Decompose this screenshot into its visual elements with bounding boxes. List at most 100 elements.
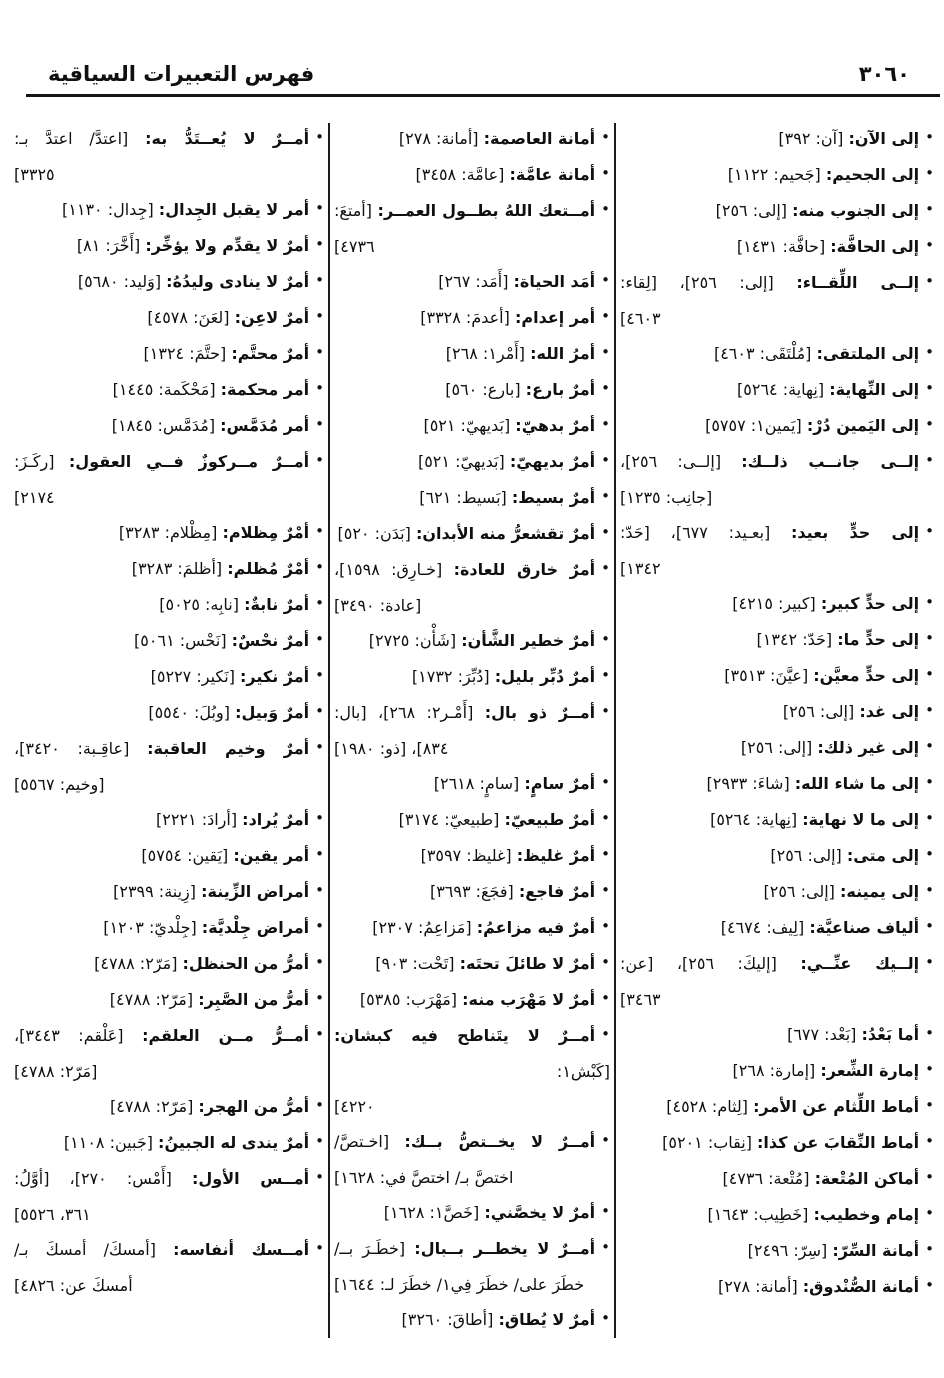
entry-line: • أمــسك أنفاسه: [أمسكَ/ أمسكَ بـ/ bbox=[14, 1232, 324, 1268]
entry-term: أمرٌ لا يقدِّم ولا يؤخِّر: bbox=[145, 236, 310, 255]
entry-term: أمــرٌ لا يتَناطح فيه كبشان: bbox=[334, 1026, 596, 1045]
entry-reference: [دُبِّرَ: ١٧٣٢] bbox=[411, 667, 490, 686]
entry-reference: [أمتعَ: bbox=[334, 201, 372, 220]
entry-reference: [غليظ: ٣٥٩٧] bbox=[420, 846, 512, 865]
entry-reference: [مَهْرَب: ٥٣٨٥] bbox=[359, 990, 458, 1009]
index-entry: • أمر محكمة: [مَحْكَمة: ١٤٤٥] bbox=[14, 372, 324, 408]
entry-term: إمارة الشِّعر: bbox=[820, 1061, 920, 1080]
bullet-icon: • bbox=[925, 737, 934, 755]
bullet-icon: • bbox=[925, 845, 934, 863]
bullet-icon: • bbox=[315, 809, 324, 827]
entry-line: • أمرٌ لا يخصَّني: [خَصَّ١: ١٦٢٨] bbox=[334, 1195, 610, 1231]
entry-line: • إلى الملتقى: [مُلْتَقَى: ٤٦٠٣] bbox=[620, 336, 934, 372]
entry-reference: [نَكير: ٥٢٢٧] bbox=[150, 667, 235, 686]
bullet-icon: • bbox=[315, 630, 324, 648]
bullet-icon: • bbox=[925, 1132, 934, 1150]
entry-reference-continuation: [وخيم: ٥٥٦٧] bbox=[14, 775, 105, 794]
entry-reference-continuation: [عادة: ٣٤٩٠] bbox=[334, 596, 422, 615]
entry-term: أمانة السِّرّ: bbox=[832, 1241, 920, 1260]
entry-line: • إلى الآن: [آن: ٣٩٢] bbox=[620, 121, 934, 157]
entry-line: • أمــرٌ لا يُعــتَدُّ به: [اعتدَّ/ اعتدَ… bbox=[14, 121, 324, 157]
index-entry: • إلى غير ذلك: [إلى: ٢٥٦] bbox=[620, 730, 934, 766]
entry-reference-continuation: أمسكَ عن: ٤٨٢٦] bbox=[14, 1276, 133, 1295]
index-entry: • أمرٌ خارق للعادة: [خـارِق: ١٥٩٨]، [عادة:… bbox=[334, 552, 610, 623]
index-entry: • إلى حدٍّ معيَّن: [عيَّنَ: ٣٥١٣] bbox=[620, 658, 934, 694]
entry-line: • أمــرٌ لا يخطــر بــبال: [خطَـرَ بــ/ bbox=[334, 1231, 610, 1267]
bullet-icon: • bbox=[925, 522, 934, 540]
index-entry: • إلى الآن: [آن: ٣٩٢] bbox=[620, 121, 934, 157]
index-entry: • أمرُّ من الصَّبِر: [مَرّ٢: ٤٧٨٨] bbox=[14, 982, 324, 1018]
entry-reference: [سامٍ: ٢٦١٨] bbox=[433, 774, 520, 793]
entry-line: • أمرٌ لا مَهْرَب منه: [مَهْرَب: ٥٣٨٥] bbox=[334, 982, 610, 1018]
bullet-icon: • bbox=[601, 630, 610, 648]
entry-reference: [أمانة: ٢٧٨] bbox=[398, 129, 479, 148]
entry-reference: [مَزاعِمُ: ٢٣٠٧] bbox=[372, 918, 472, 937]
entry-term: إلى حدٍّ بعيد: bbox=[791, 523, 920, 542]
entry-line: • أمانة الصُّنْدوق: [أمانة: ٢٧٨] bbox=[620, 1269, 934, 1305]
entry-reference: [أَمْر١: ٢٦٨] bbox=[445, 344, 525, 363]
bullet-icon: • bbox=[925, 272, 935, 290]
index-entry: • أمــسك أنفاسه: [أمسكَ/ أمسكَ بـ/أمسكَ ع… bbox=[14, 1232, 324, 1303]
index-entry: • أمرُّ من الهجر: [مَرّ٢: ٤٧٨٨] bbox=[14, 1089, 324, 1125]
index-entry: • أمرٌ بديهيّ: [بَديهيّ: ٥٢١] bbox=[334, 444, 610, 480]
entry-term: إلى يمينه: bbox=[839, 882, 920, 901]
entry-reference: [أظلمَ: ٣٢٨٣] bbox=[131, 559, 223, 578]
bullet-icon: • bbox=[601, 809, 610, 827]
entry-reference: [مَرّ٢: ٤٧٨٨] bbox=[94, 954, 178, 973]
bullet-icon: • bbox=[315, 343, 324, 361]
entry-line: • أماكن المُتْعة: [مُتْعة: ٤٧٣٦] bbox=[620, 1161, 934, 1197]
entry-term: إلى غير ذلك: bbox=[817, 738, 920, 757]
entry-term: أمــرٌ لا يخــتصُّ بــك: bbox=[404, 1132, 596, 1151]
entry-reference: [إلى: ٢٥٦]، [لِقاء: bbox=[620, 273, 774, 292]
entry-line: • أمرٌ بدهيّ: [بَديهيّ: ٥٢١] bbox=[334, 408, 610, 444]
entry-line: • إلى ما لا نهاية: [نِهاية: ٥٢٦٤] bbox=[620, 802, 934, 838]
entry-term: أماط النِّقابَ عن كذا: bbox=[757, 1133, 920, 1152]
entry-reference: [آن: ٣٩٢] bbox=[778, 129, 844, 148]
index-entry: • أمانة العاصمة: [أمانة: ٢٧٨] bbox=[334, 121, 610, 157]
bullet-icon: • bbox=[925, 701, 934, 719]
entry-reference: [خـارِق: ١٥٩٨]، bbox=[334, 560, 443, 579]
entry-reference: [أَمْـر٢: ٢٦٨]، [بال: bbox=[334, 703, 474, 722]
bullet-icon: • bbox=[315, 1168, 324, 1186]
entry-term: أمرٌ محتَّم: bbox=[231, 344, 310, 363]
entry-term: إلى الجحيم: bbox=[825, 165, 920, 184]
entry-term: أمرٌ لا ينادى وليدُهُ: bbox=[166, 272, 310, 291]
entry-term: أمــس الأول: bbox=[191, 1169, 310, 1188]
entry-line: • أمرٌ لا ينادى وليدُهُ: [وَليد: ٥٦٨٠] bbox=[14, 264, 324, 300]
entry-term: أمرٌ غليظ: bbox=[516, 846, 596, 865]
entry-line: • أمر لا يقبل الجِدال: [جِدال: ١١٣٠] bbox=[14, 192, 324, 228]
entry-term: إلى الملتقى: bbox=[816, 344, 920, 363]
bullet-icon: • bbox=[315, 881, 324, 899]
bullet-icon: • bbox=[925, 343, 934, 361]
entry-reference: [إلــى: ٢٥٦]، bbox=[620, 452, 722, 471]
index-entry: • إلى النِّهاية: [نِهاية: ٥٢٦٤] bbox=[620, 372, 934, 408]
entry-reference: [بَسيط: ٦٢١] bbox=[419, 488, 507, 507]
entry-line: • أمَد الحياة: [أَمَد: ٢٦٧] bbox=[334, 264, 610, 300]
index-entry: • أمَد الحياة: [أَمَد: ٢٦٧] bbox=[334, 264, 610, 300]
index-column-left: • أمــرٌ لا يُعــتَدُّ به: [اعتدَّ/ اعتدَ… bbox=[10, 121, 328, 1338]
entry-term: أمَد الحياة: bbox=[513, 272, 596, 291]
entry-reference: [عامَّة: ٣٤٥٨] bbox=[415, 165, 505, 184]
entry-term: أمرٌ لا يُطاق: bbox=[498, 1310, 596, 1329]
entry-line: • أمرٌ يُراد: [أرادَ: ٢٢٢١] bbox=[14, 802, 324, 838]
entry-term: إلى الآن: bbox=[848, 129, 920, 148]
entry-line: • أمرٌ خارق للعادة: [خـارِق: ١٥٩٨]، bbox=[334, 552, 610, 588]
entry-line: • إلى النِّهاية: [نِهاية: ٥٢٦٤] bbox=[620, 372, 934, 408]
bullet-icon: • bbox=[315, 415, 324, 433]
entry-line: • أمرٌ سامٍ: [سامٍ: ٢٦١٨] bbox=[334, 766, 610, 802]
bullet-icon: • bbox=[315, 558, 324, 576]
index-entry: • إلــى جانــب ذلــك: [إلــى: ٢٥٦]، [جانِب… bbox=[620, 444, 934, 515]
index-entry: • أمرُّ من الحنظل: [مَرّ٢: ٤٧٨٨] bbox=[14, 946, 324, 982]
bullet-icon: • bbox=[925, 1204, 934, 1222]
index-entry: • أمرٌ لا مَهْرَب منه: [مَهْرَب: ٥٣٨٥] bbox=[334, 982, 610, 1018]
entry-term: أمرٌ لا طائلَ تحتَه: bbox=[459, 954, 596, 973]
entry-reference: [يَمين١: ٥٧٥٧] bbox=[705, 416, 802, 435]
page-number: ٣٠٦٠ bbox=[858, 62, 910, 86]
entry-reference: [أعدمَ: ٣٣٢٨] bbox=[420, 308, 510, 327]
entry-reference: [خَطِيب: ١٦٤٣] bbox=[707, 1205, 809, 1224]
index-entry: • إلى ما شاء الله: [شاءَ: ٢٩٣٣] bbox=[620, 766, 934, 802]
index-entry: • إلى ما لا نهاية: [نِهاية: ٥٢٦٤] bbox=[620, 802, 934, 838]
index-entry: • إلــى اللِّقــاء: [إلى: ٢٥٦]، [لِقاء: ٤٦… bbox=[620, 265, 934, 336]
bullet-icon: • bbox=[925, 1168, 934, 1186]
entry-reference: [جَحيم: ١١٢٢] bbox=[727, 165, 821, 184]
